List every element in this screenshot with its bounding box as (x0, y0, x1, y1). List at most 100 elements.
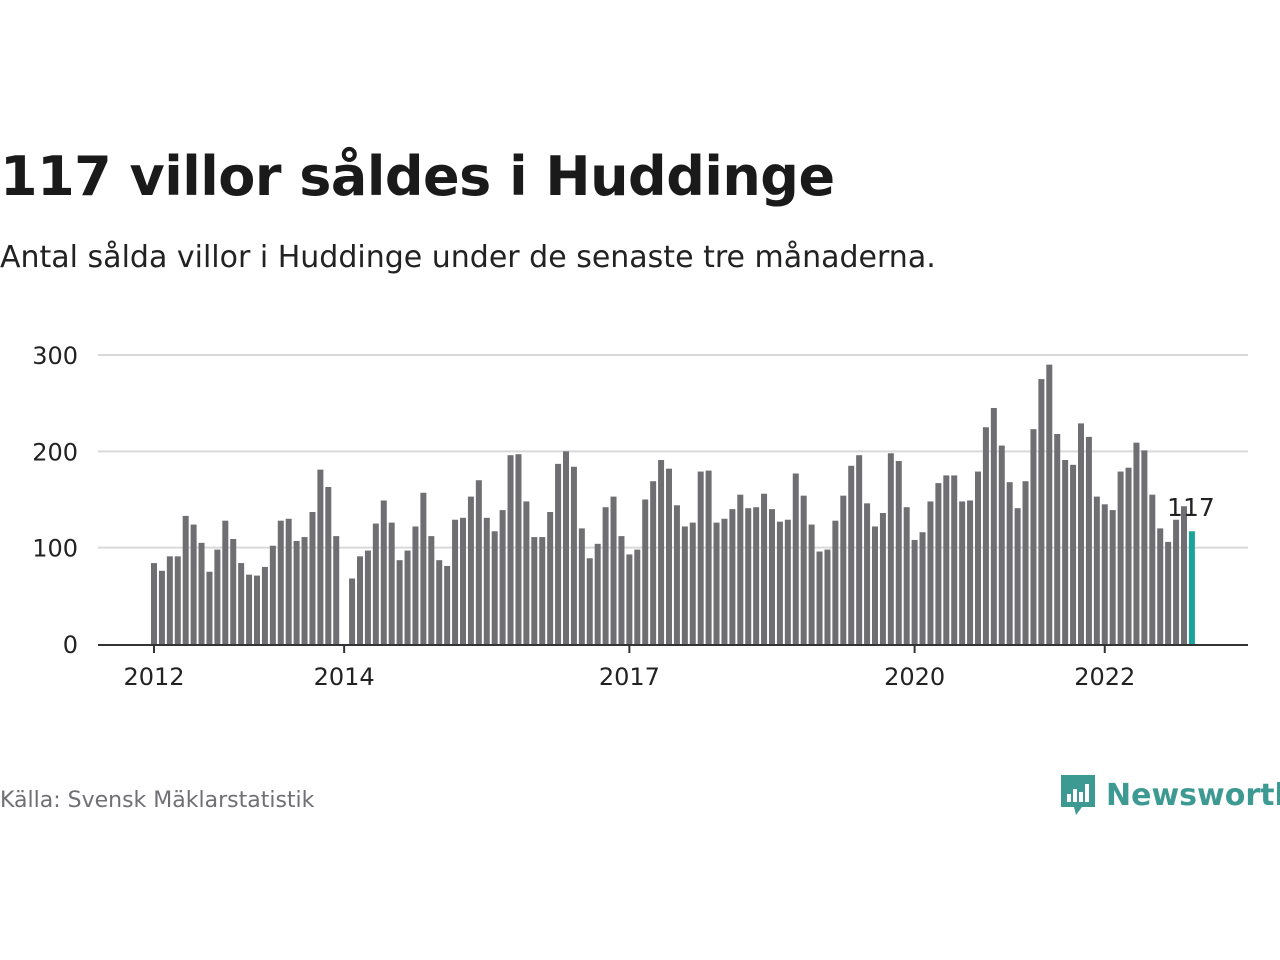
x-tick-label: 2020 (884, 663, 945, 691)
bar (1054, 433, 1061, 644)
bar (372, 523, 379, 644)
bar (460, 517, 466, 644)
bar (158, 570, 165, 644)
bar (1133, 442, 1140, 644)
x-tick-label: 2014 (314, 663, 375, 691)
bar (626, 554, 633, 644)
bar (254, 575, 260, 644)
bar (523, 501, 530, 644)
bar (967, 500, 974, 644)
bar (396, 560, 403, 644)
bar (1141, 450, 1148, 644)
bar (697, 471, 704, 644)
bar (705, 470, 712, 644)
bar (190, 524, 197, 644)
bar (871, 526, 878, 644)
bar (364, 550, 371, 644)
bar (1149, 494, 1156, 644)
bar (903, 507, 910, 644)
bar (1062, 460, 1069, 644)
y-tick-label: 200 (32, 438, 78, 466)
y-tick-label: 0 (63, 631, 78, 659)
bar (166, 556, 173, 644)
bar (531, 537, 538, 644)
bar (911, 539, 918, 644)
bar (507, 455, 514, 644)
bar (1014, 508, 1021, 644)
bar (959, 501, 966, 644)
source-note: Källa: Svensk Mäklarstatistik (0, 788, 315, 813)
bar (222, 520, 229, 644)
bar (475, 480, 482, 644)
bar (452, 519, 459, 644)
bar (602, 507, 609, 644)
bar (1093, 496, 1100, 644)
bar (1101, 504, 1108, 644)
bar (832, 520, 839, 644)
bar (737, 494, 744, 644)
bar (1046, 364, 1053, 644)
bar (761, 493, 768, 644)
bar (578, 528, 585, 644)
bar (586, 558, 593, 644)
bar (412, 526, 419, 644)
bar (879, 512, 886, 644)
bar (444, 565, 451, 644)
bar (1173, 519, 1180, 644)
bar (1180, 506, 1187, 644)
newsworthy-logo: Newsworthy (1058, 772, 1280, 818)
bar (555, 463, 562, 644)
bar (887, 453, 894, 644)
bar (388, 522, 395, 644)
bar (745, 508, 752, 644)
bar (499, 510, 506, 644)
bar (642, 499, 649, 644)
chart-subtitle: Antal sålda villor i Huddinge under de s… (0, 240, 936, 275)
bar (895, 460, 902, 644)
bar (420, 492, 427, 644)
bar (776, 521, 783, 644)
bar (349, 578, 356, 644)
bar (539, 537, 546, 644)
bar (1006, 482, 1013, 644)
bar (317, 469, 324, 644)
bar (927, 501, 934, 644)
bar (618, 536, 625, 644)
bar (840, 495, 847, 644)
bar (610, 496, 617, 644)
bar (824, 549, 831, 644)
bar (713, 522, 720, 644)
bar (261, 566, 268, 644)
bar (943, 475, 950, 644)
bar (563, 451, 569, 644)
bar (768, 509, 775, 644)
bar (1117, 471, 1124, 644)
bar (325, 486, 332, 644)
bar (848, 465, 855, 644)
bar (436, 560, 443, 644)
bar (1077, 423, 1084, 644)
bar (673, 505, 680, 644)
x-tick-label: 2022 (1074, 663, 1135, 691)
bar (174, 556, 181, 644)
newsworthy-logo-icon (1061, 775, 1095, 815)
bar (570, 466, 577, 644)
bar (1030, 429, 1037, 644)
bar (594, 543, 601, 644)
bar (285, 518, 292, 644)
bar-highlight (1188, 531, 1195, 644)
bar (721, 518, 728, 644)
bar (808, 524, 815, 644)
bar (634, 549, 641, 644)
chart-title: 117 villor såldes i Huddinge (0, 145, 835, 208)
bar (277, 520, 284, 644)
bar (1070, 464, 1077, 644)
bar (428, 536, 435, 644)
bar (792, 473, 799, 644)
bar (919, 532, 926, 644)
bar (467, 496, 474, 644)
bar (982, 427, 989, 644)
brand-name: Newsworthy (1106, 777, 1280, 813)
